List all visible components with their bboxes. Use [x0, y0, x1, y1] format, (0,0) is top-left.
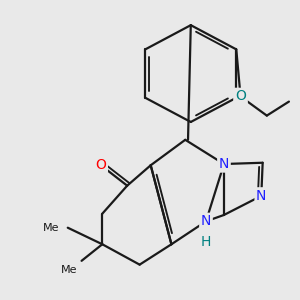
Text: H: H [201, 235, 211, 249]
Text: N: N [256, 189, 266, 203]
Text: O: O [235, 89, 246, 103]
Text: Me: Me [61, 265, 78, 275]
Text: Me: Me [43, 223, 60, 233]
Text: O: O [235, 89, 246, 103]
Text: N: N [219, 157, 229, 171]
Text: N: N [201, 214, 211, 228]
Text: O: O [95, 158, 106, 172]
